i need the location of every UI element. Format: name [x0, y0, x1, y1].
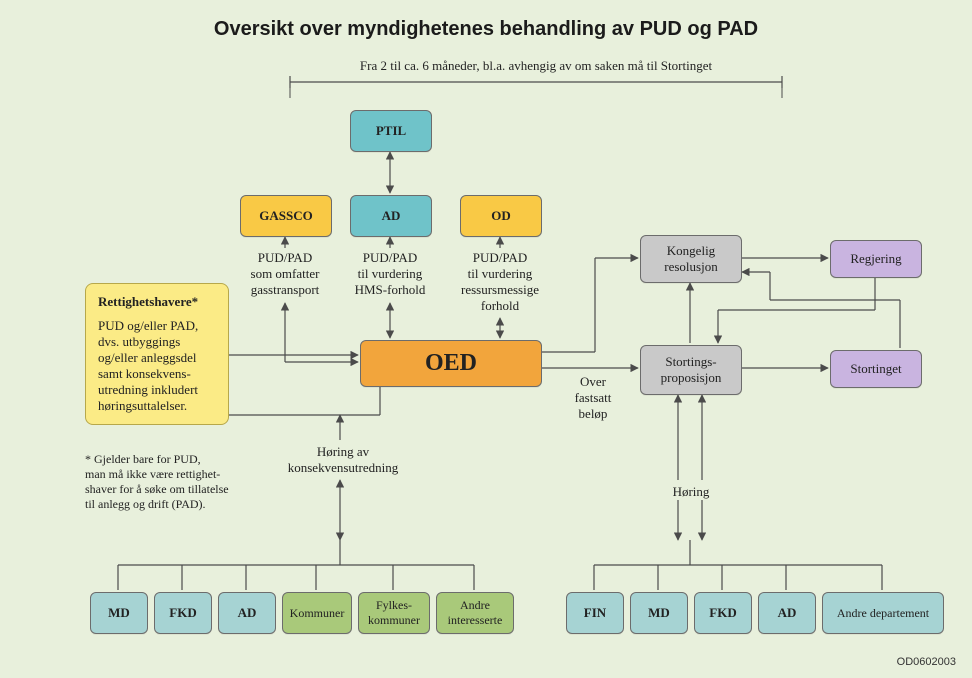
node-fylkes-label: Fylkes- kommuner [364, 596, 424, 630]
node-fkd2: FKD [694, 592, 752, 634]
node-oed: OED [360, 340, 542, 387]
note-od: PUD/PAD til vurdering ressursmessige for… [444, 250, 556, 314]
note-gassco: PUD/PAD som omfatter gasstransport [228, 250, 342, 298]
node-stortinget: Stortinget [830, 350, 922, 388]
node-fkd1-label: FKD [165, 603, 200, 623]
diagram-canvas: Oversikt over myndighetenes behandling a… [0, 0, 972, 678]
footnote: * Gjelder bare for PUD, man må ikke være… [85, 452, 265, 512]
node-regjering-label: Regjering [846, 249, 905, 269]
node-oed-label: OED [421, 348, 481, 379]
node-andre-int: Andre interesserte [436, 592, 514, 634]
node-fylkes: Fylkes- kommuner [358, 592, 430, 634]
note-horing-ku: Høring av konsekvensutredning [278, 444, 408, 476]
node-fin-label: FIN [580, 603, 610, 623]
node-kongelig-label: Kongelig resolusjon [641, 241, 741, 277]
node-od-label: OD [487, 206, 515, 226]
diagram-title: Oversikt over myndighetenes behandling a… [0, 18, 972, 41]
node-andre-dep: Andre departement [822, 592, 944, 634]
node-ad2-label: AD [774, 603, 801, 623]
node-md1-label: MD [104, 603, 134, 623]
node-ad-top: AD [350, 195, 432, 237]
node-ptil: PTIL [350, 110, 432, 152]
node-od: OD [460, 195, 542, 237]
node-md2-label: MD [644, 603, 674, 623]
licensee-title: Rettighetshavere* [98, 294, 216, 310]
node-stortinget-label: Stortinget [846, 359, 905, 379]
timeline-label: Fra 2 til ca. 6 måneder, bl.a. avhengig … [290, 58, 782, 74]
node-ad1-label: AD [234, 603, 261, 623]
node-ad-top-label: AD [378, 206, 405, 226]
diagram-code: OD0602003 [897, 656, 956, 668]
node-ptil-label: PTIL [372, 121, 410, 141]
node-gassco-label: GASSCO [255, 206, 316, 226]
node-kommuner: Kommuner [282, 592, 352, 634]
node-fkd2-label: FKD [705, 603, 740, 623]
node-fkd1: FKD [154, 592, 212, 634]
node-andre-int-label: Andre interesserte [444, 596, 507, 630]
node-regjering: Regjering [830, 240, 922, 278]
node-gassco: GASSCO [240, 195, 332, 237]
node-fin: FIN [566, 592, 624, 634]
note-over: Over fastsatt beløp [556, 374, 630, 422]
node-ad1: AD [218, 592, 276, 634]
node-stortingsprop-label: Stortings- proposisjon [657, 352, 726, 388]
node-ad2: AD [758, 592, 816, 634]
node-md2: MD [630, 592, 688, 634]
licensee-box: Rettighetshavere* PUD og/eller PAD, dvs.… [85, 283, 229, 425]
node-stortingsprop: Stortings- proposisjon [640, 345, 742, 395]
node-md1: MD [90, 592, 148, 634]
node-kongelig: Kongelig resolusjon [640, 235, 742, 283]
note-ad: PUD/PAD til vurdering HMS-forhold [336, 250, 444, 298]
note-horing: Høring [656, 484, 726, 500]
licensee-body: PUD og/eller PAD, dvs. utbyggings og/ell… [98, 318, 216, 414]
node-andre-dep-label: Andre departement [833, 604, 933, 623]
node-kommuner-label: Kommuner [286, 604, 349, 623]
